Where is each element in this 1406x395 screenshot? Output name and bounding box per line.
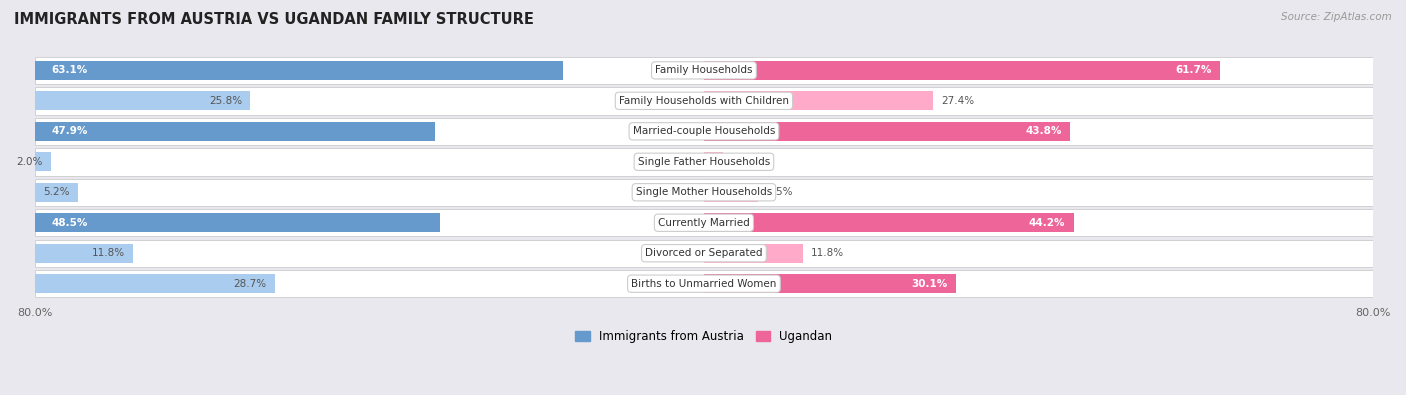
Text: Divorced or Separated: Divorced or Separated	[645, 248, 762, 258]
Text: Single Father Households: Single Father Households	[638, 157, 770, 167]
Text: 30.1%: 30.1%	[911, 279, 948, 289]
Text: Births to Unmarried Women: Births to Unmarried Women	[631, 279, 776, 289]
Bar	[704, 61, 1220, 80]
Text: 47.9%: 47.9%	[51, 126, 87, 136]
Text: 11.8%: 11.8%	[811, 248, 844, 258]
Bar	[35, 152, 51, 171]
Text: 28.7%: 28.7%	[233, 279, 266, 289]
Text: 6.5%: 6.5%	[766, 187, 793, 197]
Bar	[35, 244, 134, 263]
Bar	[704, 274, 956, 293]
Bar	[35, 213, 440, 232]
Bar	[35, 61, 562, 80]
Bar	[35, 56, 1374, 84]
Text: IMMIGRANTS FROM AUSTRIA VS UGANDAN FAMILY STRUCTURE: IMMIGRANTS FROM AUSTRIA VS UGANDAN FAMIL…	[14, 12, 534, 27]
Text: 5.2%: 5.2%	[44, 187, 70, 197]
Bar	[704, 152, 723, 171]
Text: 2.0%: 2.0%	[17, 157, 44, 167]
Bar	[35, 87, 1374, 115]
Text: Family Households with Children: Family Households with Children	[619, 96, 789, 106]
Text: 63.1%: 63.1%	[51, 65, 87, 75]
Bar	[704, 91, 934, 110]
Text: 44.2%: 44.2%	[1029, 218, 1066, 228]
Bar	[35, 209, 1374, 237]
Bar	[35, 274, 274, 293]
Text: 11.8%: 11.8%	[91, 248, 125, 258]
Text: 48.5%: 48.5%	[51, 218, 87, 228]
Bar	[35, 183, 79, 202]
Bar	[35, 239, 1374, 267]
Text: Single Mother Households: Single Mother Households	[636, 187, 772, 197]
Text: 25.8%: 25.8%	[209, 96, 242, 106]
Text: 27.4%: 27.4%	[942, 96, 974, 106]
Text: 43.8%: 43.8%	[1026, 126, 1062, 136]
Bar	[35, 148, 1374, 175]
Bar	[704, 122, 1070, 141]
Text: Currently Married: Currently Married	[658, 218, 749, 228]
Bar	[35, 118, 1374, 145]
Text: 61.7%: 61.7%	[1175, 65, 1212, 75]
Text: Source: ZipAtlas.com: Source: ZipAtlas.com	[1281, 12, 1392, 22]
Text: Family Households: Family Households	[655, 65, 752, 75]
Bar	[35, 179, 1374, 206]
Bar	[35, 270, 1374, 297]
Bar	[704, 183, 758, 202]
Bar	[35, 122, 436, 141]
Bar	[704, 213, 1074, 232]
Text: Married-couple Households: Married-couple Households	[633, 126, 775, 136]
Bar	[704, 244, 803, 263]
Bar	[35, 91, 250, 110]
Legend: Immigrants from Austria, Ugandan: Immigrants from Austria, Ugandan	[575, 330, 832, 343]
Text: 2.3%: 2.3%	[731, 157, 758, 167]
